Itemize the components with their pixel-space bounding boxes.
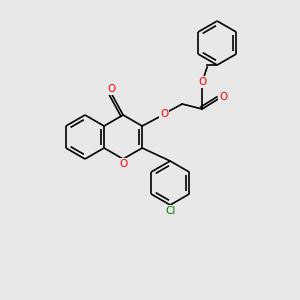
Text: O: O [198,77,206,87]
Text: O: O [160,109,168,119]
Text: Cl: Cl [165,206,175,216]
Text: O: O [219,92,227,102]
Text: O: O [119,159,127,169]
Text: O: O [107,84,115,94]
